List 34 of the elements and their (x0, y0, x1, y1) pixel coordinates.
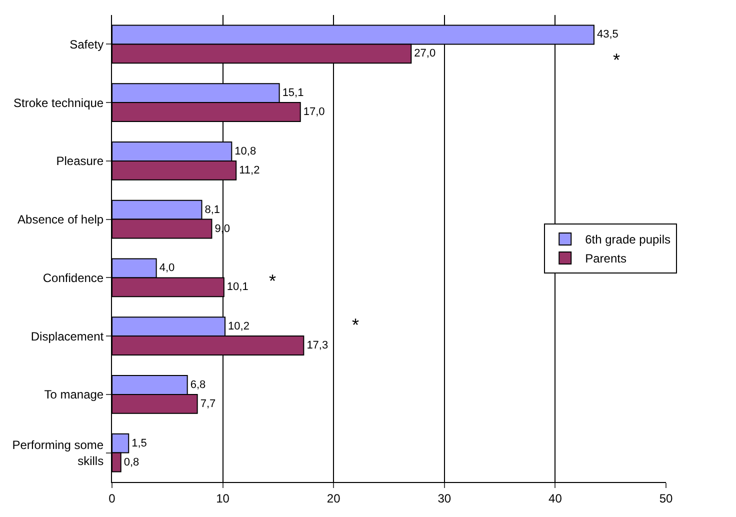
data-label: 10,8 (234, 145, 256, 158)
data-label: 0,8 (124, 456, 140, 468)
annotation: * (269, 271, 276, 291)
data-label: 10,2 (228, 320, 250, 333)
data-label: 4,0 (159, 262, 175, 274)
data-label: 10,1 (226, 281, 248, 294)
data-label: 7,7 (200, 398, 216, 410)
x-tick-label: 30 (438, 491, 452, 506)
legend-label: Parents (585, 252, 626, 266)
x-tick-label: 0 (108, 491, 116, 506)
data-label: 27,0 (414, 48, 436, 60)
y-tick-label: To manage (44, 388, 104, 402)
data-label: 11,2 (239, 164, 260, 176)
annotation: * (613, 50, 620, 70)
data-label: 1,5 (132, 437, 147, 450)
y-tick-label: Displacement (30, 329, 104, 344)
y-tick-label: Safety (70, 37, 104, 52)
x-tick-label: 20 (326, 491, 341, 506)
y-tick-label: Pleasure (56, 154, 104, 168)
y-tick-label: Confidence (42, 270, 104, 285)
data-label: 17,3 (306, 340, 328, 352)
y-tick-label: Performing some skills (12, 438, 104, 468)
y-tick-label: Stroke technique (14, 96, 104, 110)
data-label: 43,5 (596, 28, 618, 41)
data-label: 15,1 (282, 87, 304, 100)
y-tick-label: Absence of help (18, 212, 104, 227)
annotation: * (352, 315, 360, 335)
x-tick-label: 10 (216, 491, 230, 506)
legend-label: 6th grade pupils (585, 232, 671, 247)
data-label: 8,1 (204, 204, 220, 216)
x-tick-label: 50 (659, 491, 673, 506)
data-label: 6,8 (190, 378, 206, 391)
x-tick-label: 40 (548, 491, 562, 506)
data-label: 17,0 (303, 106, 325, 118)
